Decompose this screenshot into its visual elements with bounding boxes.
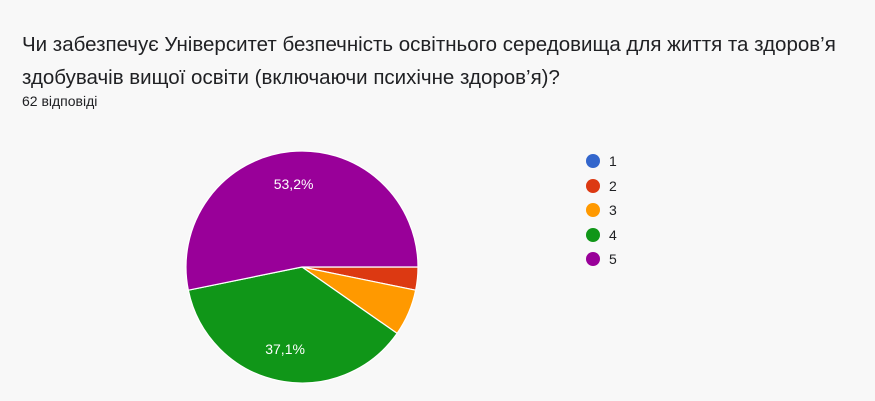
legend-item-1[interactable]: 1 [586,149,617,174]
legend-swatch [586,178,600,193]
legend-item-5[interactable]: 5 [586,247,617,272]
legend-label: 2 [609,177,617,194]
legend-item-4[interactable]: 4 [586,223,617,248]
legend-label: 5 [609,251,617,268]
data-label-5: 53,2% [274,176,314,192]
legend-swatch [586,227,600,242]
legend-label: 1 [609,153,617,170]
legend-label: 3 [609,202,617,219]
pie-slice-4[interactable] [187,266,398,384]
question-title: Чи забезпечує Університет безпечність ос… [22,33,836,89]
legend-swatch [586,203,600,218]
legend-swatch [586,154,600,169]
legend-swatch [586,252,600,267]
legend-item-2[interactable]: 2 [586,174,617,199]
chart-legend: 1 2 3 4 5 [586,149,617,272]
response-count: 62 відповіді [22,93,98,109]
legend-label: 4 [609,226,617,243]
pie-slice-5[interactable] [185,150,419,291]
data-label-4: 37,1% [265,341,305,357]
legend-item-3[interactable]: 3 [586,198,617,223]
